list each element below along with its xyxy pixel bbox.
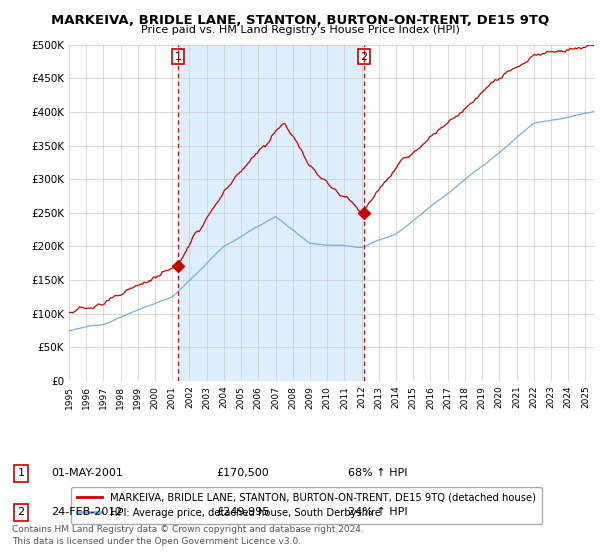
Text: 1: 1 <box>175 52 181 62</box>
Text: 24% ↑ HPI: 24% ↑ HPI <box>348 507 407 517</box>
Legend: MARKEIVA, BRIDLE LANE, STANTON, BURTON-ON-TRENT, DE15 9TQ (detached house), HPI:: MARKEIVA, BRIDLE LANE, STANTON, BURTON-O… <box>71 487 542 524</box>
Text: 24-FEB-2012: 24-FEB-2012 <box>51 507 122 517</box>
Text: 01-MAY-2001: 01-MAY-2001 <box>51 468 123 478</box>
Text: Contains HM Land Registry data © Crown copyright and database right 2024.
This d: Contains HM Land Registry data © Crown c… <box>12 525 364 546</box>
Text: 68% ↑ HPI: 68% ↑ HPI <box>348 468 407 478</box>
Text: 2: 2 <box>361 52 368 62</box>
Text: £249,995: £249,995 <box>216 507 269 517</box>
Text: 1: 1 <box>17 468 25 478</box>
Text: MARKEIVA, BRIDLE LANE, STANTON, BURTON-ON-TRENT, DE15 9TQ: MARKEIVA, BRIDLE LANE, STANTON, BURTON-O… <box>51 14 549 27</box>
Text: 2: 2 <box>17 507 25 517</box>
Bar <box>178 45 364 381</box>
Text: £170,500: £170,500 <box>216 468 269 478</box>
Text: Price paid vs. HM Land Registry's House Price Index (HPI): Price paid vs. HM Land Registry's House … <box>140 25 460 35</box>
